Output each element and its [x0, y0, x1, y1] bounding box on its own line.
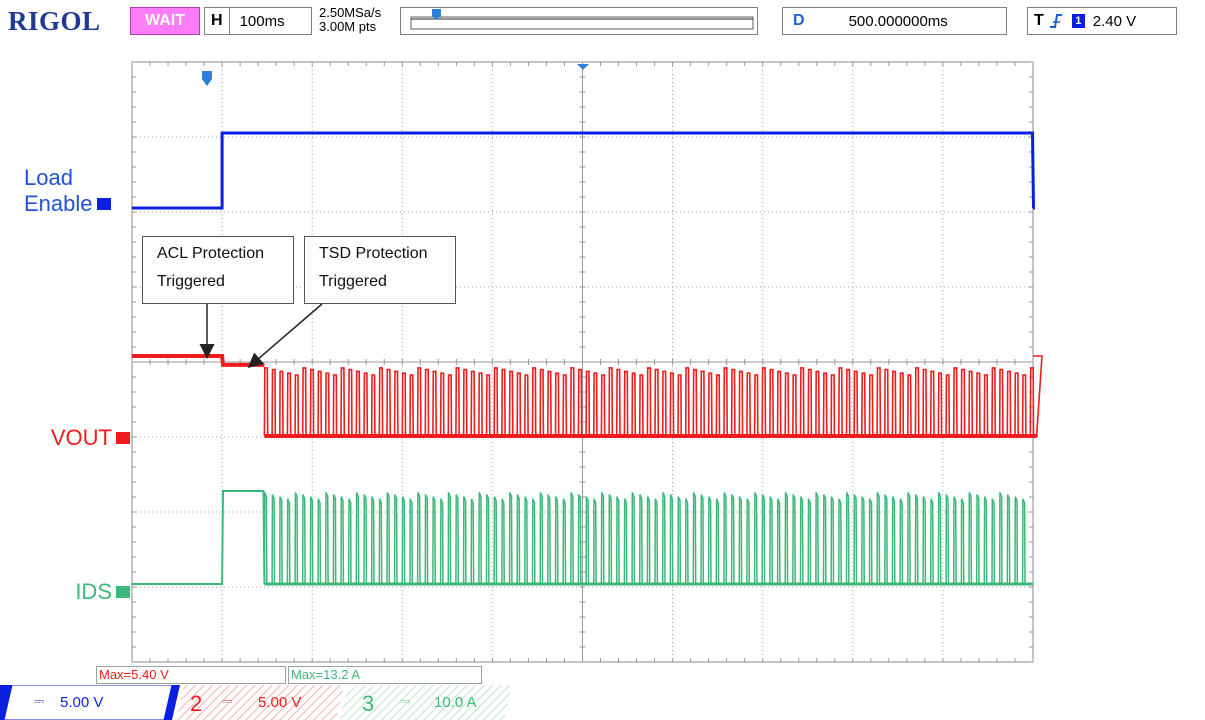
ch3-trace-pre — [132, 490, 266, 585]
measurement-1[interactable]: Max=5.40 V — [96, 666, 286, 684]
channel-3-button[interactable]: 3 ⎓ 10.0 A — [340, 685, 510, 720]
trigger-position-icon — [432, 9, 441, 20]
waveforms — [132, 131, 1043, 586]
dc-coupling-icon: ⎓ — [34, 693, 45, 708]
ch2-number: 2 — [190, 691, 203, 716]
ch1-label-line2: Enable — [24, 191, 134, 217]
ch1-trace — [132, 131, 1036, 210]
memory-overview-waveform — [410, 9, 754, 30]
dc-coupling-icon: ⎓ — [222, 693, 233, 708]
measurement-2[interactable]: Max=13.2 A — [288, 666, 482, 684]
ch1-label-line1: Load — [24, 165, 73, 190]
trigger-time-marker — [202, 71, 212, 86]
channel-bar-background — [0, 685, 512, 720]
ch1-scale: 5.00 V — [60, 694, 104, 711]
tsd-callout: TSD Protection Triggered — [304, 236, 456, 304]
ch3-label: IDS — [20, 579, 130, 605]
trigger-source-badge: 1 — [1071, 14, 1085, 28]
ch1-label-text: Enable — [24, 191, 93, 216]
sample-rate: 2.50MSa/s — [319, 5, 382, 20]
ch1-label: Load Enable — [24, 165, 134, 217]
acquisition-info: 2.50MSa/s 3.00M pts — [319, 6, 381, 34]
ch3-number: 3 — [362, 691, 375, 716]
delay-box[interactable]: D 500.000000ms — [782, 7, 1007, 35]
ch1-offset-marker[interactable] — [96, 198, 111, 211]
tsd-callout-line1: TSD Protection — [319, 245, 428, 262]
ch1-number: 1 — [8, 691, 21, 716]
ch2-trace-pulses — [263, 355, 1043, 437]
acl-callout-line1: ACL Protection — [157, 245, 265, 262]
ch2-trace-pre — [132, 354, 265, 367]
trigger-level: 2.40 V — [1092, 12, 1137, 30]
plot-grid — [131, 61, 1034, 663]
ch2-label: VOUT — [20, 425, 130, 451]
memory-depth: 3.00M pts — [319, 19, 377, 34]
ch3-trace-pulses — [263, 492, 1033, 585]
ch3-offset-marker[interactable] — [116, 586, 130, 599]
ch2-label-text: VOUT — [50, 425, 112, 450]
ch3-label-text: IDS — [75, 579, 112, 604]
channel-2-button[interactable]: 2 ⎓ 5.00 V — [176, 685, 342, 720]
ch3-scale: 10.0 A — [434, 694, 477, 711]
trigger-tag: T — [1034, 12, 1044, 29]
delay-tag: D — [793, 12, 805, 29]
ch2-offset-marker[interactable] — [116, 432, 130, 445]
brand-logo: RIGOL — [8, 6, 101, 36]
center-marker — [577, 64, 589, 70]
delay-value: 500.000000ms — [848, 12, 948, 30]
ch2-scale: 5.00 V — [258, 694, 302, 711]
status-bar: RIGOL WAIT H 100ms 2.50MSa/s 3.00M pts D… — [0, 0, 1205, 44]
tsd-callout-line2: Triggered — [319, 273, 387, 290]
memory-overview[interactable] — [400, 7, 758, 35]
dc-coupling-icon: ⎓ — [400, 693, 411, 708]
run-status-badge[interactable]: WAIT — [130, 7, 200, 35]
channel-1-button[interactable]: 1 ⎓ 5.00 V — [0, 685, 172, 720]
timebase-box[interactable]: H 100ms — [204, 7, 312, 35]
timebase-tag: H — [205, 8, 230, 34]
trigger-box[interactable]: T 1 2.40 V — [1027, 7, 1177, 35]
rising-edge-icon — [1049, 14, 1062, 28]
acl-callout: ACL Protection Triggered — [142, 236, 294, 304]
acl-callout-line2: Triggered — [157, 273, 225, 290]
timebase-value: 100ms — [239, 12, 285, 30]
